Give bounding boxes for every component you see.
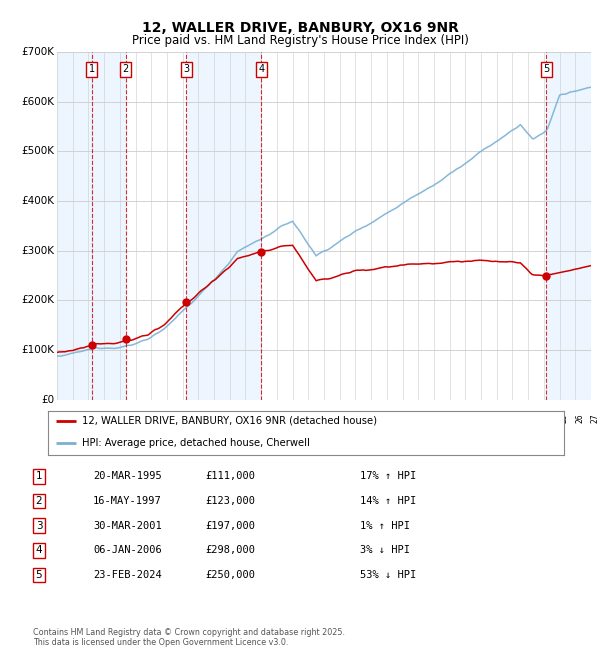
Text: 12, WALLER DRIVE, BANBURY, OX16 9NR (detached house): 12, WALLER DRIVE, BANBURY, OX16 9NR (det…: [82, 415, 377, 426]
Text: HPI: Average price, detached house, Cherwell: HPI: Average price, detached house, Cher…: [82, 437, 310, 448]
Text: 1% ↑ HPI: 1% ↑ HPI: [360, 521, 410, 530]
Text: 5: 5: [35, 570, 43, 580]
Text: 08: 08: [293, 413, 302, 423]
Text: £123,000: £123,000: [205, 496, 255, 506]
Text: 19: 19: [466, 413, 475, 423]
Text: 93: 93: [57, 413, 66, 423]
Text: £197,000: £197,000: [205, 521, 255, 530]
Text: 13: 13: [371, 413, 380, 423]
Text: 01: 01: [182, 413, 191, 423]
Bar: [57, 52, 92, 400]
Text: 25: 25: [560, 413, 569, 423]
Text: 5: 5: [543, 64, 550, 74]
Text: £700K: £700K: [22, 47, 55, 57]
Text: 00: 00: [167, 413, 176, 423]
Text: 06-JAN-2006: 06-JAN-2006: [93, 545, 162, 555]
Text: 06: 06: [261, 413, 270, 423]
Text: 1: 1: [89, 64, 95, 74]
Text: 4: 4: [35, 545, 43, 555]
Text: 2: 2: [122, 64, 129, 74]
Text: 10: 10: [324, 413, 333, 423]
Text: £0: £0: [41, 395, 55, 405]
Text: 02: 02: [199, 413, 208, 423]
Text: 04: 04: [230, 413, 239, 423]
Text: 18: 18: [449, 413, 458, 423]
Text: 12, WALLER DRIVE, BANBURY, OX16 9NR: 12, WALLER DRIVE, BANBURY, OX16 9NR: [142, 21, 458, 35]
Text: 98: 98: [136, 413, 145, 423]
Text: 12: 12: [355, 413, 364, 423]
Text: 53% ↓ HPI: 53% ↓ HPI: [360, 570, 416, 580]
Text: £500K: £500K: [22, 146, 55, 157]
Text: 3: 3: [35, 521, 43, 530]
Text: 11: 11: [340, 413, 349, 423]
Text: 23-FEB-2024: 23-FEB-2024: [93, 570, 162, 580]
Text: 2: 2: [35, 496, 43, 506]
Text: 3: 3: [184, 64, 190, 74]
Text: 24: 24: [544, 413, 553, 423]
Text: 16-MAY-1997: 16-MAY-1997: [93, 496, 162, 506]
Bar: [187, 52, 262, 400]
Text: 17: 17: [434, 413, 443, 423]
Text: 26: 26: [575, 413, 584, 423]
Text: 20-MAR-1995: 20-MAR-1995: [93, 471, 162, 481]
Bar: [546, 52, 591, 400]
Text: 14% ↑ HPI: 14% ↑ HPI: [360, 496, 416, 506]
Text: 07: 07: [277, 413, 286, 423]
Text: 23: 23: [528, 413, 537, 423]
Text: 16: 16: [418, 413, 427, 423]
Text: 99: 99: [151, 413, 160, 423]
Text: £100K: £100K: [22, 345, 55, 355]
Text: 22: 22: [512, 413, 521, 423]
Text: 94: 94: [73, 413, 82, 423]
Text: £111,000: £111,000: [205, 471, 255, 481]
Text: Contains HM Land Registry data © Crown copyright and database right 2025.
This d: Contains HM Land Registry data © Crown c…: [33, 628, 345, 647]
Text: 21: 21: [497, 413, 506, 423]
Text: £300K: £300K: [22, 246, 55, 255]
Text: 17% ↑ HPI: 17% ↑ HPI: [360, 471, 416, 481]
Text: £298,000: £298,000: [205, 545, 255, 555]
Text: 4: 4: [259, 64, 265, 74]
Text: 95: 95: [88, 413, 97, 423]
Text: 97: 97: [120, 413, 129, 423]
Text: 09: 09: [308, 413, 317, 423]
Text: £200K: £200K: [22, 295, 55, 306]
Text: £250,000: £250,000: [205, 570, 255, 580]
Text: 30-MAR-2001: 30-MAR-2001: [93, 521, 162, 530]
Text: 1: 1: [35, 471, 43, 481]
Text: 96: 96: [104, 413, 113, 423]
Text: 20: 20: [481, 413, 490, 423]
Text: £600K: £600K: [22, 97, 55, 107]
Text: 03: 03: [214, 413, 223, 423]
Text: 3% ↓ HPI: 3% ↓ HPI: [360, 545, 410, 555]
Text: 14: 14: [387, 413, 396, 423]
Text: 27: 27: [591, 413, 600, 423]
Text: £400K: £400K: [22, 196, 55, 206]
Text: 05: 05: [245, 413, 254, 423]
Text: Price paid vs. HM Land Registry's House Price Index (HPI): Price paid vs. HM Land Registry's House …: [131, 34, 469, 47]
Text: 15: 15: [403, 413, 412, 423]
Bar: [92, 52, 126, 400]
